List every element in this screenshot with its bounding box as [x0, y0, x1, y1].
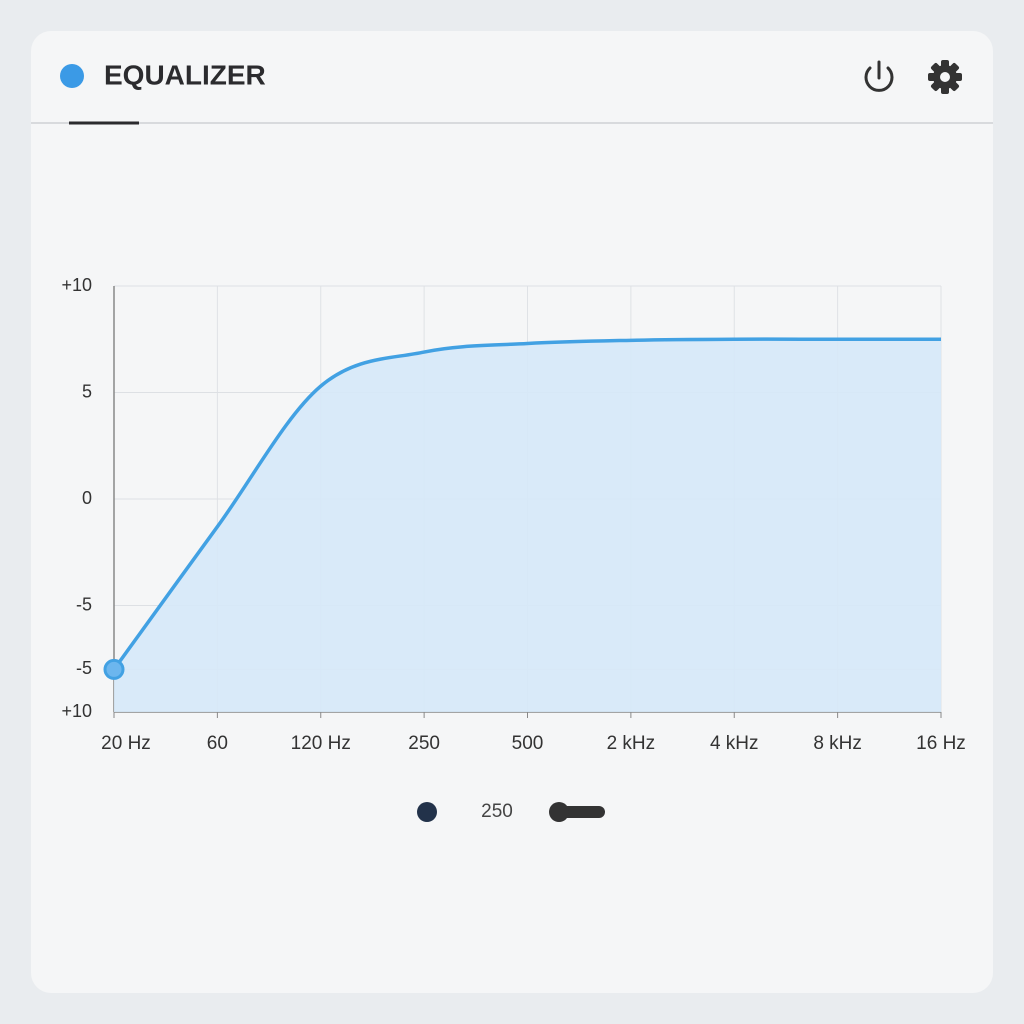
y-tick-label: +10 [61, 701, 92, 721]
power-button[interactable] [864, 60, 894, 92]
x-tick-label: 20 Hz [101, 733, 151, 754]
x-tick-label: 8 kHz [813, 733, 862, 754]
x-tick-label: 250 [408, 733, 440, 754]
x-tick-label: 2 kHz [607, 733, 656, 754]
handle [103, 658, 125, 680]
chart: +10 5 0 -5 -5 +10 20 Hz 60 120 Hz 250 500 2 kHz 4 kH… [61, 275, 965, 754]
title: EQUALIZER [104, 59, 266, 90]
y-tick-label: +10 [61, 275, 92, 295]
x-tick-label: 4 kHz [710, 733, 759, 754]
settings-button[interactable] [928, 60, 962, 94]
y-tick-label: 5 [82, 381, 92, 401]
band-dot[interactable] [417, 802, 437, 822]
curve [112, 337, 941, 671]
x-tick-label: 120 Hz [291, 733, 351, 754]
y-tick-label: -5 [76, 658, 92, 678]
area [114, 339, 941, 712]
x-tick-label: 16 Hz [916, 733, 966, 754]
y-tick-label: 0 [82, 488, 92, 508]
x-tick-label: 60 [207, 733, 228, 754]
toggle[interactable] [549, 802, 605, 822]
y-tick-label: -5 [76, 594, 92, 614]
x-tick-label: 500 [512, 733, 544, 754]
band-label: 250 [481, 801, 513, 822]
status-dot [60, 64, 84, 88]
